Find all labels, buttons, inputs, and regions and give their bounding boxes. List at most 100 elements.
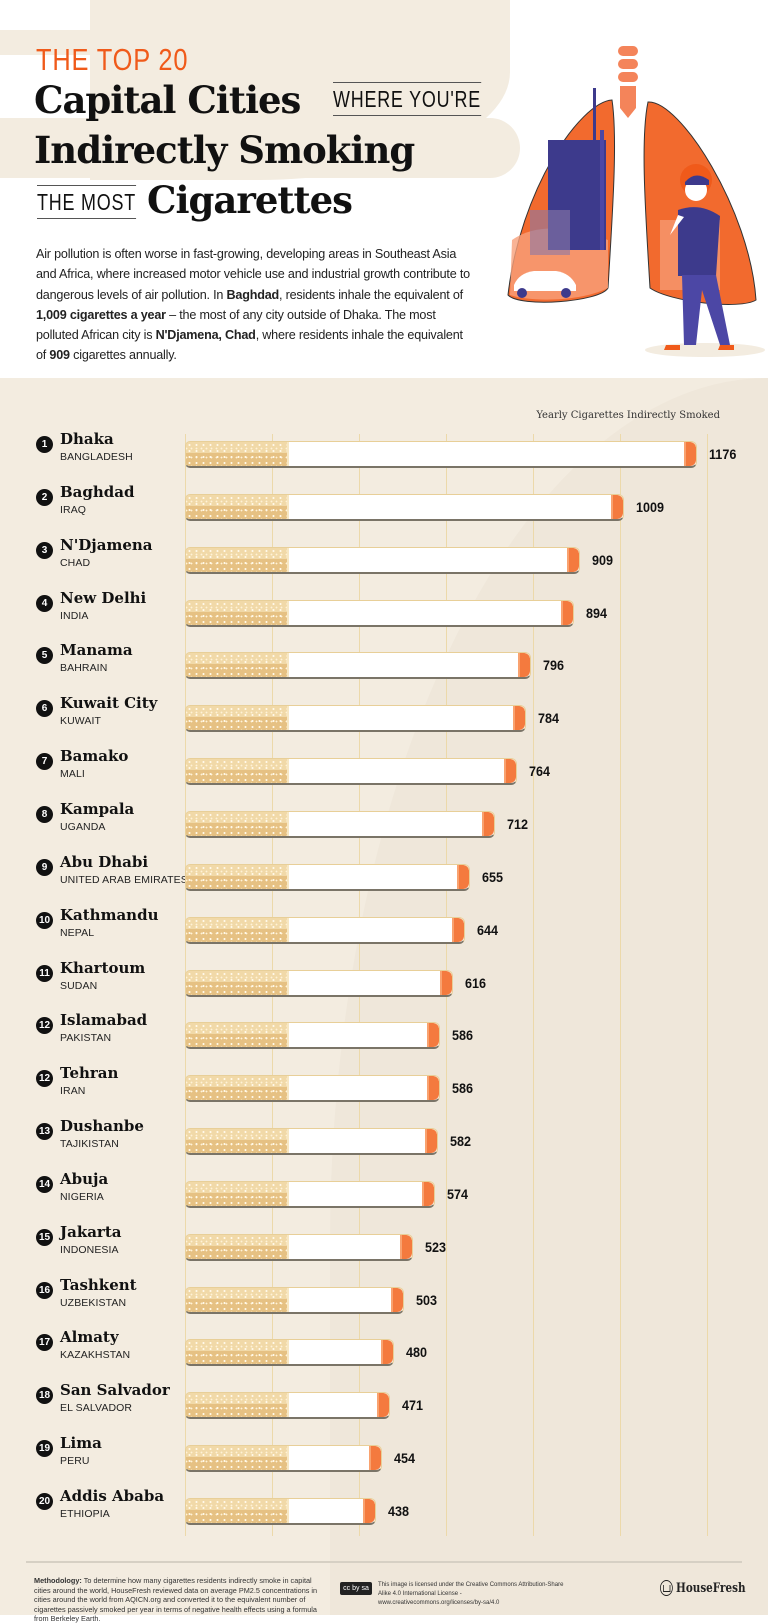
city-name: Manama: [60, 641, 133, 660]
country-name: INDONESIA: [60, 1243, 119, 1256]
cigarette-filter: [186, 864, 289, 889]
cigarette-bar: [185, 1128, 439, 1156]
country-name: IRAN: [60, 1085, 86, 1098]
city-name: Kuwait City: [60, 694, 158, 713]
cigarette-bar: [185, 969, 453, 997]
license-text: This image is licensed under the Creativ…: [378, 1582, 564, 1606]
cigarette-bar: [185, 758, 518, 786]
cigarette-filter: [186, 1287, 289, 1312]
city-name: Almaty: [60, 1328, 119, 1347]
cigarette-burning-tip: [560, 600, 573, 625]
value-label: 644: [477, 921, 499, 938]
creative-commons-badge: cc by sa: [340, 1582, 372, 1595]
city-name: Addis Ababa: [60, 1487, 165, 1505]
rank-badge: 18: [36, 1387, 53, 1405]
rank-badge: 9: [36, 858, 53, 876]
cigarette-burning-tip: [481, 811, 494, 836]
country-name: TAJIKISTAN: [60, 1138, 119, 1151]
rank-badge: 15: [36, 1228, 53, 1246]
value-label: 1176: [708, 446, 736, 462]
cigarette-bar: [185, 441, 697, 468]
title-boxed-2: THE MOST: [37, 185, 136, 219]
country-name: INDIA: [60, 609, 89, 622]
lungs-illustration: [507, 46, 765, 357]
rank-badge: 17: [36, 1334, 53, 1352]
cigarette-bar: [185, 1233, 413, 1261]
methodology-note: Methodology: To determine how many cigar…: [34, 1576, 318, 1624]
rank-badge: 20: [36, 1493, 53, 1510]
country-name: CHAD: [60, 556, 91, 569]
city-name: Tehran: [60, 1064, 119, 1083]
value-label: 894: [585, 604, 607, 621]
cigarette-filter: [186, 494, 289, 519]
city-name: N'Djamena: [60, 535, 153, 554]
cigarette-filter: [186, 1234, 289, 1259]
intro-paragraph: Air pollution is often worse in fast-gro…: [36, 247, 470, 363]
cigarette-burning-tip: [426, 1076, 439, 1101]
cigarette-burning-tip: [390, 1287, 403, 1312]
country-name: UGANDA: [60, 820, 106, 833]
value-label: 454: [394, 1450, 416, 1467]
value-label: 764: [529, 763, 551, 780]
country-name: KAZAKHSTAN: [60, 1349, 131, 1362]
rank-badge: 8: [36, 805, 53, 823]
cigarette-bar: [185, 652, 532, 680]
cigarette-burning-tip: [425, 1129, 438, 1154]
rank-badge: 5: [36, 647, 53, 665]
cigarette-filter: [186, 1023, 289, 1048]
rank-badge: 12: [36, 1017, 53, 1035]
value-label: 471: [401, 1397, 423, 1414]
cigarette-bar: [185, 1075, 440, 1103]
country-name: PERU: [60, 1455, 90, 1468]
cigarette-burning-tip: [452, 917, 465, 942]
cigarette-bar: [185, 1286, 404, 1314]
country-name: KUWAIT: [60, 715, 102, 728]
city-name: Kathmandu: [60, 905, 159, 924]
cigarette-burning-tip: [439, 970, 452, 995]
footer-divider: [26, 1561, 742, 1563]
title-kicker: THE TOP 20: [36, 42, 189, 77]
cigarette-bar: [185, 1022, 440, 1050]
value-label: 574: [446, 1185, 468, 1202]
cigarette-burning-tip: [504, 759, 517, 784]
cigarette-filter: [186, 442, 289, 466]
value-label: 586: [451, 1027, 473, 1044]
value-label: 616: [464, 974, 486, 991]
cigarette-burning-tip: [362, 1499, 375, 1523]
value-label: 438: [387, 1503, 409, 1519]
house-icon: [660, 1580, 673, 1596]
cigarette-filter: [186, 1340, 289, 1365]
title-line-2: Indirectly Smoking: [34, 128, 415, 172]
cigarette-bar: [185, 1180, 435, 1208]
country-name: EL SALVADOR: [60, 1402, 133, 1415]
cigarette-burning-tip: [369, 1446, 382, 1471]
cigarette-filter: [186, 970, 289, 995]
title-line-1: Capital Cities: [34, 78, 301, 122]
country-name: UZBEKISTAN: [60, 1296, 127, 1309]
city-name: Jakarta: [60, 1222, 122, 1241]
country-name: ETHIOPIA: [60, 1508, 110, 1520]
cigarette-filter: [186, 1446, 289, 1471]
cigarette-burning-tip: [380, 1340, 393, 1365]
cigarette-filter: [186, 1129, 289, 1154]
country-name: UNITED ARAB EMIRATES: [60, 873, 188, 886]
cigarette-bar: [185, 916, 466, 944]
title-boxed-1: WHERE YOU'RE: [333, 82, 482, 116]
city-name: Khartoum: [60, 958, 146, 977]
rank-badge: 16: [36, 1281, 53, 1299]
background-cloud: [0, 118, 520, 178]
cigarette-filter: [186, 653, 289, 678]
city-name: New Delhi: [60, 588, 147, 607]
cigarette-filter: [186, 706, 289, 731]
country-name: NIGERIA: [60, 1190, 104, 1203]
cigarette-filter: [186, 1076, 289, 1101]
rank-badge: 10: [36, 911, 53, 929]
country-name: IRAQ: [60, 503, 87, 516]
city-name: Tashkent: [60, 1275, 137, 1294]
city-name: Bamako: [60, 747, 129, 766]
cigarette-burning-tip: [567, 547, 580, 572]
cigarette-bar: [185, 546, 581, 574]
housefresh-logo: HouseFresh: [660, 1580, 746, 1596]
cigarette-bar: [185, 493, 624, 521]
cigarette-burning-tip: [518, 653, 531, 678]
